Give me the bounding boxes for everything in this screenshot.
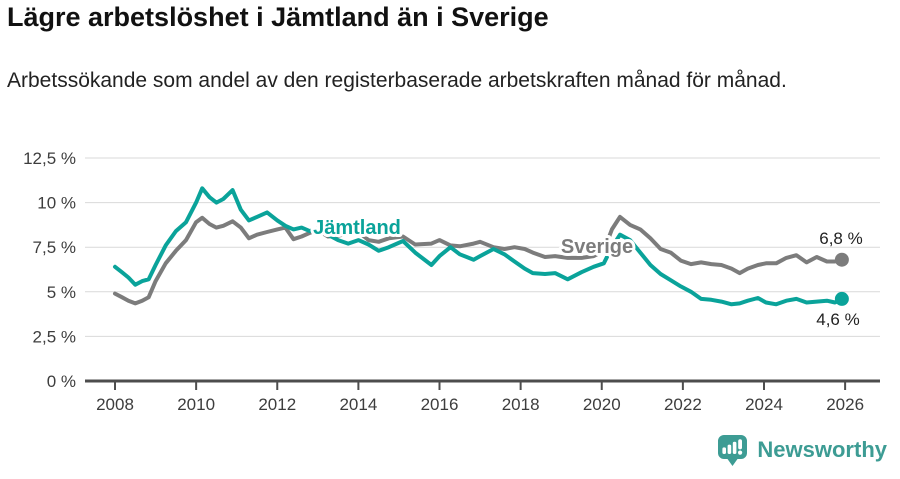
sverige-line bbox=[113, 214, 844, 306]
x-tick-label: 2010 bbox=[177, 395, 215, 414]
sverige-end-value: 6,8 % bbox=[819, 229, 862, 248]
jamtland-end-value: 4,6 % bbox=[816, 310, 859, 329]
logo: Newsworthy bbox=[717, 432, 887, 468]
jamtland-end-dot bbox=[834, 291, 849, 306]
y-tick-label: 10 % bbox=[37, 194, 76, 213]
y-tick-label: 7,5 % bbox=[33, 238, 76, 257]
y-tick-label: 5 % bbox=[47, 283, 76, 302]
sverige-series-label: Sverige bbox=[561, 236, 633, 258]
x-tick-label: 2018 bbox=[502, 395, 540, 414]
y-tick-label: 2,5 % bbox=[33, 327, 76, 346]
y-tick-label: 12,5 % bbox=[23, 149, 76, 168]
jamtland-line bbox=[113, 186, 844, 307]
x-tick-label: 2008 bbox=[96, 395, 134, 414]
y-tick-label: 0 % bbox=[47, 372, 76, 391]
x-tick-label: 2012 bbox=[258, 395, 296, 414]
x-tick-label: 2020 bbox=[583, 395, 621, 414]
chart-subtitle: Arbetssökande som andel av den registerb… bbox=[7, 69, 787, 92]
chart-title: Lägre arbetslöshet i Jämtland än i Sveri… bbox=[7, 2, 549, 32]
brand-name: Newsworthy bbox=[757, 437, 887, 462]
jamtland-series-label: Jämtland bbox=[313, 217, 401, 239]
x-tick-label: 2014 bbox=[339, 395, 377, 414]
x-tick-label: 2024 bbox=[745, 395, 783, 414]
sverige-end-dot bbox=[834, 252, 849, 267]
x-tick-label: 2022 bbox=[664, 395, 702, 414]
newsworthy-icon bbox=[718, 434, 748, 466]
x-tick-label: 2026 bbox=[826, 395, 864, 414]
x-tick-label: 2016 bbox=[421, 395, 459, 414]
